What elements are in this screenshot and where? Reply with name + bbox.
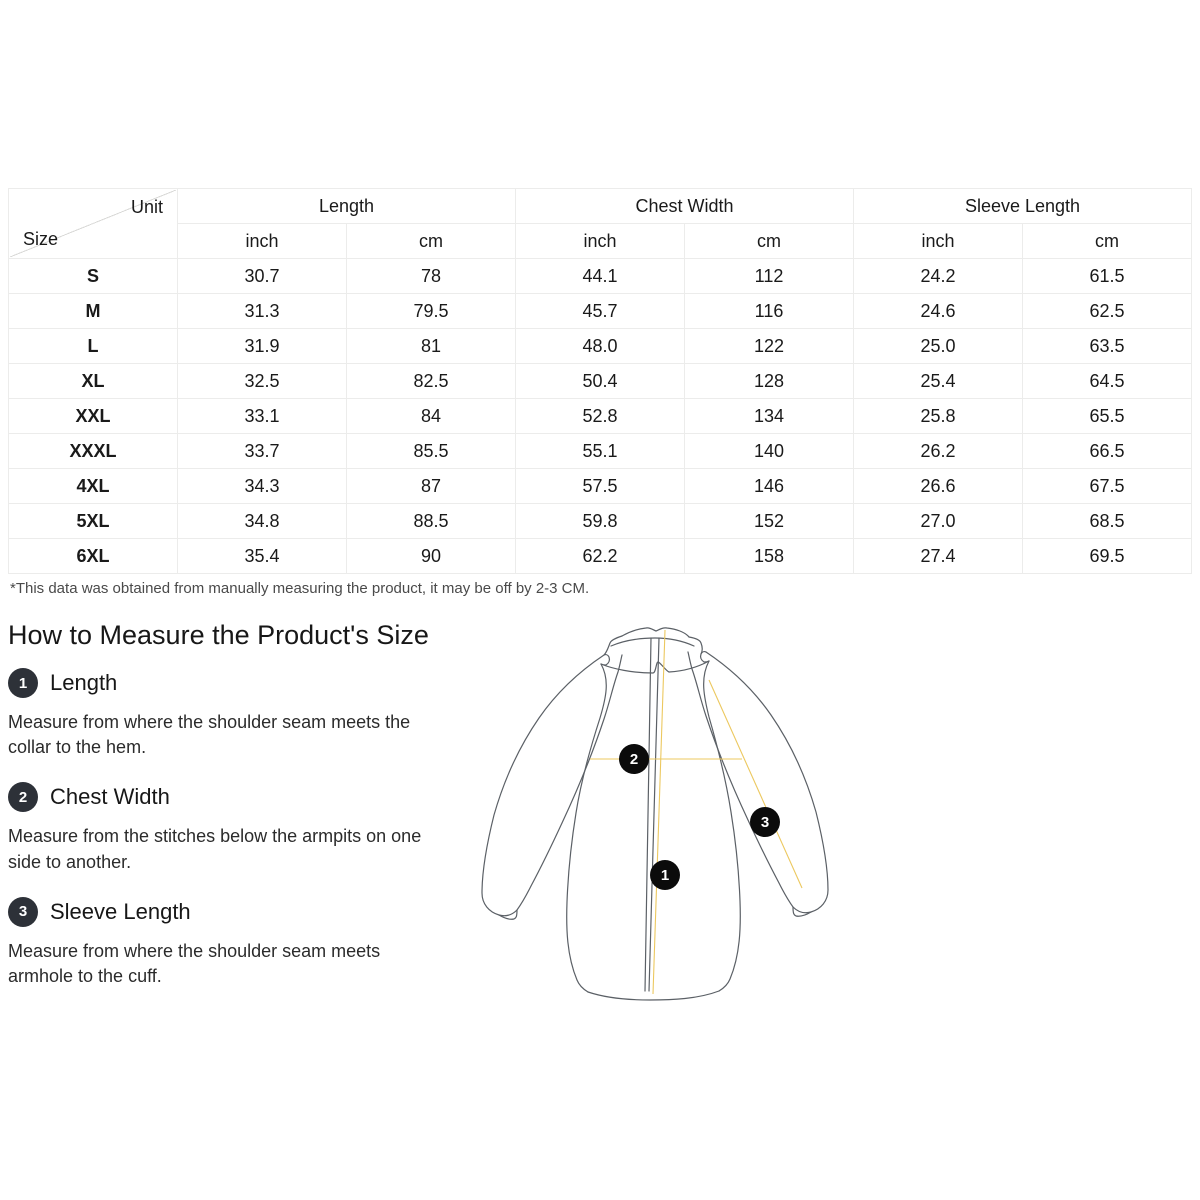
svg-text:2: 2 <box>630 751 638 768</box>
svg-text:3: 3 <box>761 814 769 831</box>
svg-text:1: 1 <box>661 867 669 884</box>
